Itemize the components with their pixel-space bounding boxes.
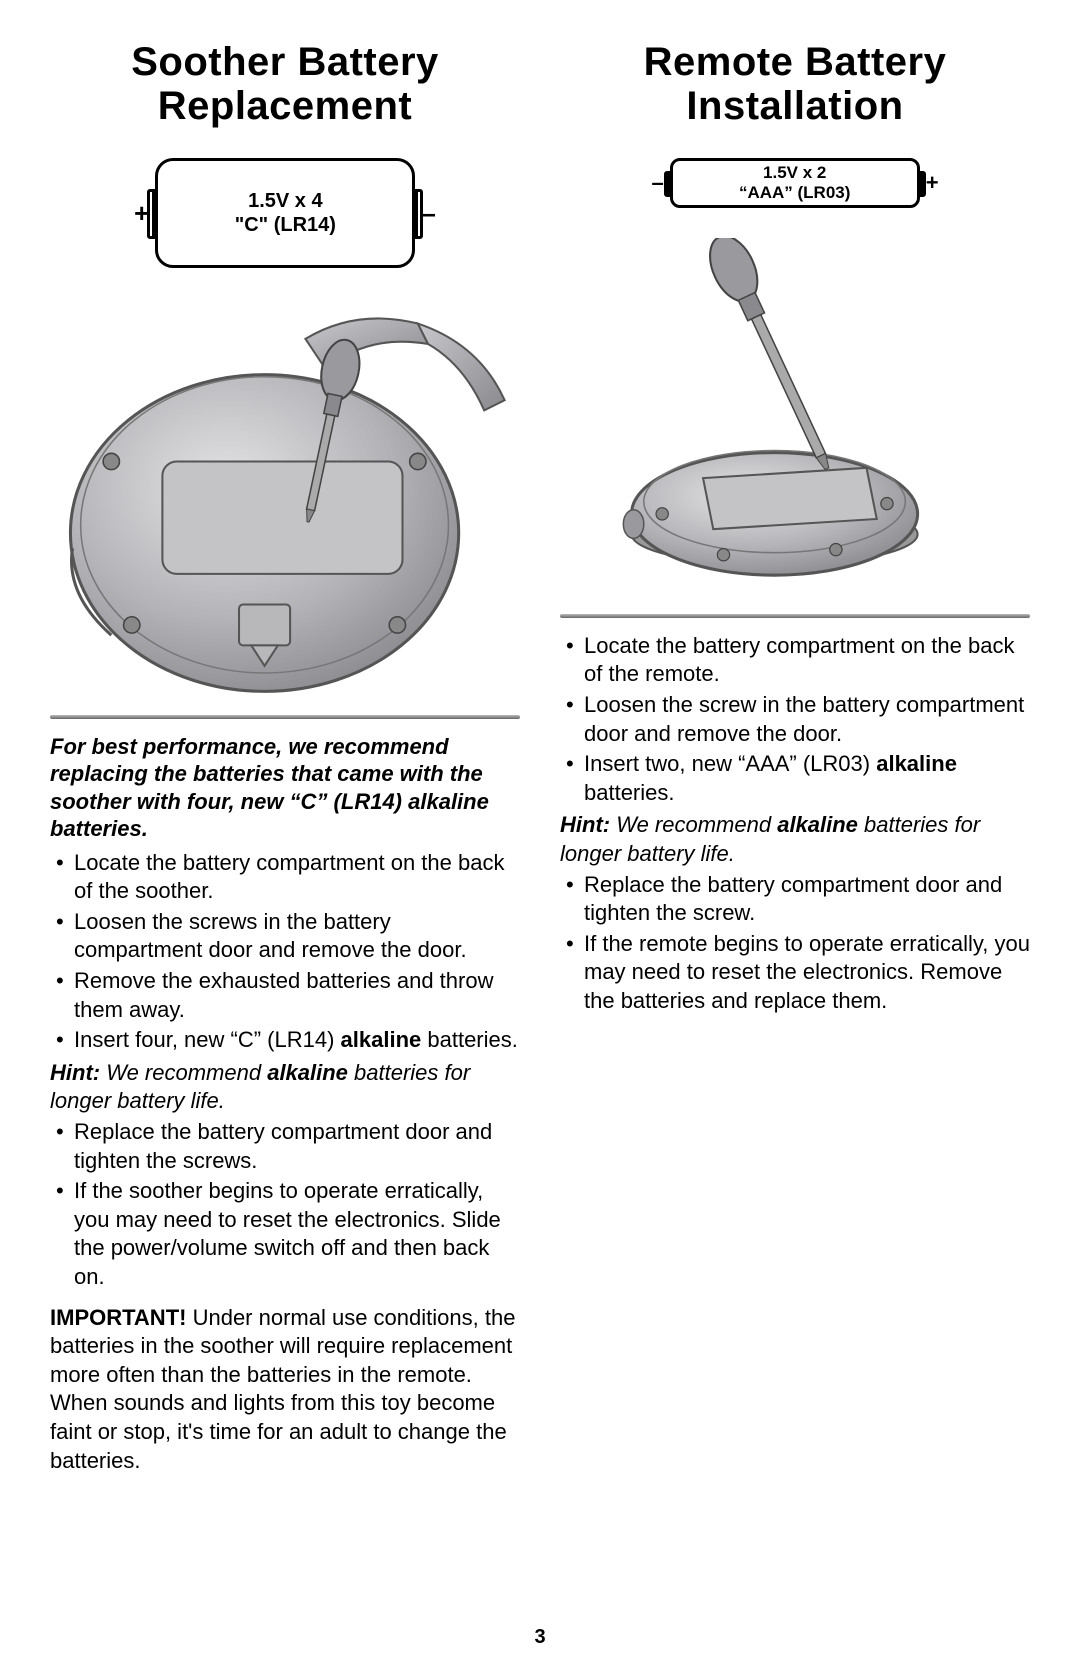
- aaa-battery-label-line1: 1.5V x 2: [763, 163, 826, 182]
- left-column: Soother Battery Replacement + 1.5V x 4 "…: [50, 40, 520, 1616]
- right-instructions-b: Replace the battery compartment door and…: [560, 871, 1030, 1018]
- right-column: Remote Battery Installation – 1.5V x 2 “…: [560, 40, 1030, 1616]
- left-instructions-b: Replace the battery compartment door and…: [50, 1118, 520, 1294]
- right-heading-line1: Remote Battery: [644, 40, 947, 84]
- c-battery-diagram: + 1.5V x 4 "C" (LR14) –: [50, 158, 520, 268]
- soother-device-illustration: [50, 298, 520, 707]
- right-divider: [560, 614, 1030, 618]
- aaa-battery-cap-right: [920, 171, 926, 197]
- c-battery-cap-right: [415, 189, 423, 239]
- two-column-layout: Soother Battery Replacement + 1.5V x 4 "…: [50, 40, 1030, 1616]
- right-heading: Remote Battery Installation: [560, 40, 1030, 128]
- instruction-item: Insert two, new “AAA” (LR03) alkaline ba…: [566, 750, 1030, 807]
- c-battery-cap-left: [147, 189, 155, 239]
- c-battery-label: 1.5V x 4 "C" (LR14): [235, 189, 336, 237]
- c-battery-body: 1.5V x 4 "C" (LR14): [155, 158, 415, 268]
- c-battery-label-line1: 1.5V x 4: [248, 190, 323, 212]
- right-hint: Hint: We recommend alkaline batteries fo…: [560, 811, 1030, 868]
- left-divider: [50, 715, 520, 719]
- instruction-item: Replace the battery compartment door and…: [56, 1118, 520, 1175]
- page-number: 3: [50, 1616, 1030, 1649]
- instruction-item: Insert four, new “C” (LR14) alkaline bat…: [56, 1026, 520, 1055]
- right-instructions-a: Locate the battery compartment on the ba…: [560, 632, 1030, 810]
- left-important-note: IMPORTANT! Under normal use conditions, …: [50, 1304, 520, 1476]
- aaa-battery-diagram: – 1.5V x 2 “AAA” (LR03) +: [560, 158, 1030, 208]
- instruction-item: Locate the battery compartment on the ba…: [56, 849, 520, 906]
- manual-page: Soother Battery Replacement + 1.5V x 4 "…: [0, 0, 1080, 1669]
- c-battery-label-line2: "C" (LR14): [235, 214, 336, 236]
- instruction-item: Replace the battery compartment door and…: [566, 871, 1030, 928]
- left-heading: Soother Battery Replacement: [50, 40, 520, 128]
- right-heading-line2: Installation: [686, 84, 903, 128]
- instruction-item: Loosen the screws in the battery compart…: [56, 908, 520, 965]
- left-heading-line1: Soother Battery: [131, 40, 439, 84]
- aaa-battery-cap-left: [664, 171, 670, 197]
- remote-device-illustration: [560, 238, 1030, 606]
- aaa-battery-label-line2: “AAA” (LR03): [739, 183, 850, 202]
- left-instructions-a: Locate the battery compartment on the ba…: [50, 849, 520, 1057]
- left-hint: Hint: We recommend alkaline batteries fo…: [50, 1059, 520, 1116]
- left-intro-note: For best performance, we recommend repla…: [50, 733, 520, 843]
- instruction-item: Loosen the screw in the battery compartm…: [566, 691, 1030, 748]
- aaa-battery-label: 1.5V x 2 “AAA” (LR03): [739, 163, 850, 204]
- instruction-item: Remove the exhausted batteries and throw…: [56, 967, 520, 1024]
- instruction-item: Locate the battery compartment on the ba…: [566, 632, 1030, 689]
- left-heading-line2: Replacement: [158, 84, 412, 128]
- instruction-item: If the soother begins to operate erratic…: [56, 1177, 520, 1291]
- instruction-item: If the remote begins to operate erratica…: [566, 930, 1030, 1016]
- aaa-battery-body: 1.5V x 2 “AAA” (LR03): [670, 158, 920, 208]
